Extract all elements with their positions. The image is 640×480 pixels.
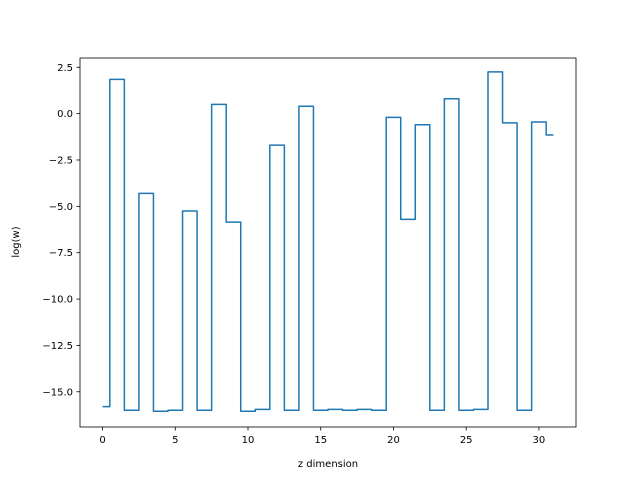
y-tick-label: −12.5 [42, 341, 73, 352]
x-axis-label: z dimension [298, 459, 358, 470]
y-axis-label: log(w) [11, 226, 22, 257]
x-tick-label: 0 [99, 435, 105, 446]
x-tick-label: 15 [314, 435, 327, 446]
x-tick-label: 10 [242, 435, 255, 446]
y-tick-label: −7.5 [49, 248, 73, 259]
y-tick-label: −2.5 [49, 155, 73, 166]
y-tick-label: −15.0 [42, 387, 73, 398]
y-tick-label: −10.0 [42, 295, 73, 306]
y-tick-label: 0.0 [57, 109, 73, 120]
axes-frame [79, 57, 577, 428]
series-line [102, 71, 554, 412]
y-axis-ticks: 2.5 0.0 −2.5 −5.0 −7.5 −10.0 −12.5 −15.0 [42, 63, 80, 398]
y-tick-label: −5.0 [49, 202, 73, 213]
x-tick-label: 5 [172, 435, 178, 446]
y-tick-label: 2.5 [57, 63, 73, 74]
x-tick-label: 20 [387, 435, 400, 446]
x-tick-label: 30 [533, 435, 546, 446]
plot-area [79, 57, 577, 428]
x-tick-label: 25 [460, 435, 473, 446]
x-axis-ticks: 0 5 10 15 20 25 30 [99, 427, 545, 446]
